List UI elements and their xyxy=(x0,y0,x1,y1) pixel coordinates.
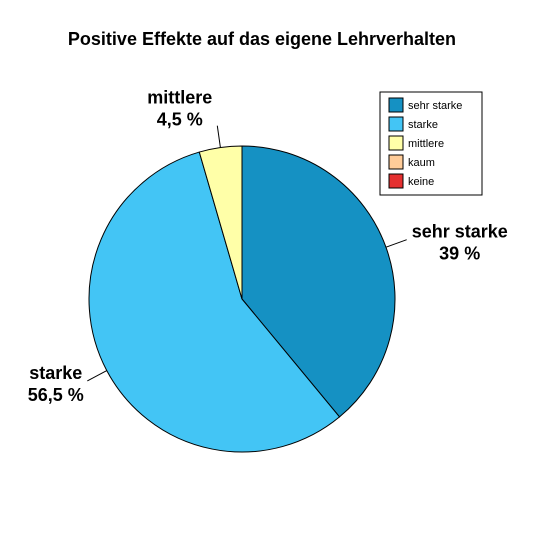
slice-value-sehr-starke: 39 % xyxy=(439,244,480,264)
pie-slice-starke xyxy=(88,151,341,453)
pie-slice-mittlere xyxy=(198,145,243,300)
legend-swatch-mittlere xyxy=(388,135,404,151)
legend: sehr starke starke mittlere kaum keine xyxy=(379,91,483,196)
legend-swatch-keine xyxy=(388,173,404,189)
leader-line-starke xyxy=(87,370,108,382)
slice-label-mittlere: mittlere xyxy=(147,88,212,108)
slice-label-sehr-starke: sehr starke xyxy=(412,222,508,242)
leader-lines xyxy=(87,125,407,382)
legend-label-kaum: kaum xyxy=(408,157,435,169)
legend-label-keine: keine xyxy=(408,176,434,188)
legend-label-starke: starke xyxy=(408,119,438,131)
legend-label-mittlere: mittlere xyxy=(408,138,444,150)
leader-line-sehr-starke xyxy=(385,239,407,248)
legend-swatch-kaum xyxy=(388,154,404,170)
legend-swatch-sehr-starke xyxy=(388,97,404,113)
pie-slice-sehr-starke xyxy=(241,145,396,418)
legend-items: sehr starke starke mittlere kaum keine xyxy=(388,97,462,189)
chart-title: Positive Effekte auf das eigene Lehrverh… xyxy=(68,29,456,49)
legend-swatch-starke xyxy=(388,116,404,132)
slice-value-starke: 56,5 % xyxy=(28,385,84,405)
slice-value-mittlere: 4,5 % xyxy=(157,110,203,130)
legend-label-sehr-starke: sehr starke xyxy=(408,100,462,112)
leader-line-mittlere xyxy=(216,125,221,148)
slice-label-starke: starke xyxy=(29,363,82,383)
pie-slices xyxy=(88,145,396,453)
